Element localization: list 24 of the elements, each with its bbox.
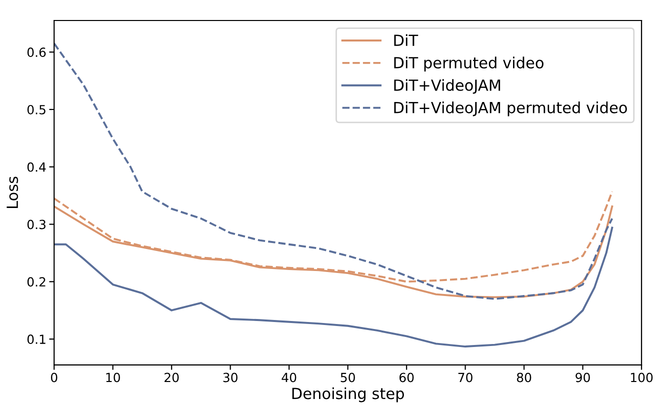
x-tick-label: 80 — [516, 372, 532, 382]
legend-label: DiT — [394, 34, 418, 46]
legend-label: DiT+VideoJAM permuted video — [394, 102, 627, 116]
y-axis-title: Loss — [6, 176, 18, 208]
x-tick-label: 0 — [50, 372, 58, 382]
x-tick-label: 50 — [340, 372, 355, 382]
y-tick-label: 0.2 — [27, 277, 46, 287]
x-tick-label: 20 — [164, 372, 179, 382]
x-axis-title: Denoising step — [292, 387, 404, 402]
x-tick-label: 10 — [106, 372, 120, 382]
x-tick-label: 60 — [399, 372, 414, 382]
x-tick-label: 30 — [223, 372, 238, 382]
legend-label: DiT+VideoJAM — [394, 79, 500, 94]
y-tick-label: 0.5 — [27, 104, 46, 114]
x-tick-label: 40 — [282, 372, 296, 382]
x-tick-label: 100 — [630, 372, 653, 382]
x-tick-label: 90 — [576, 372, 590, 382]
line-series — [54, 226, 614, 348]
y-tick-label: 0.6 — [27, 48, 46, 57]
legend-label: DiT permuted video — [394, 56, 544, 72]
y-tick-label: 0.3 — [27, 220, 46, 230]
y-tick-label: 0.1 — [27, 334, 46, 344]
x-tick-label: 70 — [458, 372, 472, 382]
y-tick-label: 0.4 — [27, 162, 46, 172]
